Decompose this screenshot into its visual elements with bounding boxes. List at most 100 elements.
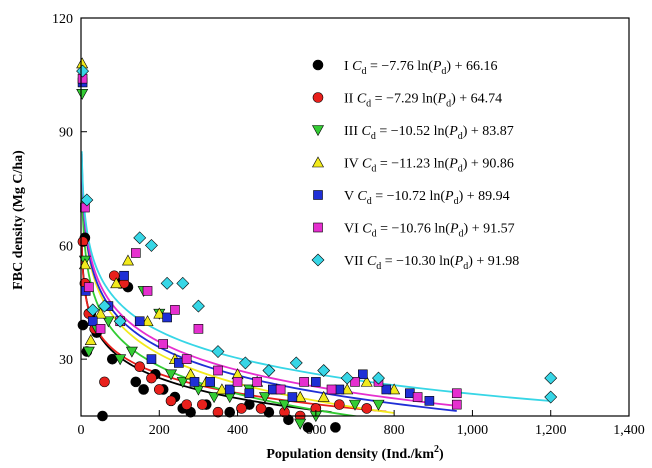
data-point	[208, 392, 221, 404]
x-tick-label: 0	[78, 423, 85, 438]
series-V	[77, 77, 435, 406]
data-point	[299, 377, 309, 387]
plot-frame	[80, 17, 630, 417]
data-point	[158, 339, 168, 349]
legend-marker-IV	[311, 156, 325, 168]
data-point	[361, 403, 373, 414]
data-point	[388, 383, 401, 395]
legend-marker-VI	[313, 222, 323, 233]
data-point	[317, 364, 331, 377]
data-point	[211, 345, 225, 358]
series-III	[76, 89, 385, 430]
data-point	[133, 231, 147, 245]
data-point	[326, 384, 337, 395]
data-point	[181, 354, 192, 364]
series-II	[77, 236, 373, 422]
data-point	[87, 316, 98, 327]
data-point	[341, 383, 354, 395]
data-point	[294, 390, 307, 402]
data-point	[170, 305, 180, 315]
data-point	[212, 406, 224, 418]
data-point	[113, 314, 127, 328]
data-point	[451, 399, 462, 410]
data-point	[238, 356, 252, 370]
data-point	[114, 354, 127, 366]
data-point	[334, 399, 345, 410]
data-point	[82, 346, 95, 358]
data-point	[372, 399, 385, 411]
x-tick-label: 800	[384, 423, 405, 438]
data-point	[372, 371, 385, 385]
data-point	[258, 392, 271, 404]
series-IV	[76, 57, 401, 402]
legend-marker-V	[313, 190, 323, 200]
x-tick-label: 200	[149, 423, 170, 438]
data-point	[340, 371, 354, 385]
data-point	[317, 390, 330, 402]
data-point	[153, 384, 165, 395]
data-point	[224, 406, 236, 418]
data-point	[125, 346, 138, 358]
data-point	[278, 399, 291, 411]
legend-marker-III	[311, 125, 325, 137]
legend-marker-VII	[311, 253, 325, 267]
x-tick-label: 400	[227, 423, 248, 438]
data-point	[348, 399, 362, 411]
x-tick-label: 1,000	[457, 423, 489, 438]
data-point	[160, 276, 174, 290]
data-point	[119, 270, 129, 281]
y-tick-label: 60	[59, 239, 73, 254]
series-VI	[77, 73, 462, 410]
data-point	[311, 377, 321, 387]
data-point	[138, 384, 149, 395]
data-point	[381, 384, 392, 395]
legend-marker-I	[312, 59, 324, 71]
data-point	[76, 64, 89, 78]
data-point	[262, 364, 276, 377]
y-tick-label: 90	[59, 126, 73, 141]
data-point	[232, 377, 243, 387]
x-axis: 0 200 400 600 800 1,000 1,200 1,400	[78, 410, 645, 438]
y-axis: 30 60 90 120	[52, 12, 87, 368]
data-point	[165, 369, 178, 381]
data-point	[294, 418, 307, 430]
data-point	[176, 377, 189, 389]
legend-entry-II: II Cd = −7.29 ln(Pd) + 64.74	[344, 92, 502, 110]
series-VII	[76, 64, 558, 404]
data-point	[275, 384, 286, 395]
data-point	[289, 356, 303, 370]
data-point	[302, 422, 314, 433]
data-point	[145, 239, 158, 252]
data-point	[244, 388, 255, 399]
y-tick-label: 120	[52, 12, 73, 27]
legend: I Cd = −7.76 ln(Pd) + 66.16 II Cd = −7.29…	[311, 59, 519, 272]
data-point	[360, 375, 373, 387]
data-point	[412, 392, 423, 402]
data-point	[80, 193, 94, 207]
data-point	[121, 254, 134, 266]
x-axis-title: Population density (Ind./km2)	[266, 444, 444, 462]
data-point	[142, 286, 153, 296]
data-point	[84, 334, 97, 345]
data-point	[146, 372, 157, 384]
data-point	[451, 388, 462, 399]
data-point	[544, 390, 558, 404]
data-point	[287, 392, 298, 402]
data-point	[358, 369, 368, 380]
legend-entry-V: V Cd = −10.72 ln(Pd) + 89.94	[344, 189, 510, 207]
data-point	[236, 403, 247, 414]
data-point	[162, 312, 172, 323]
data-points	[76, 57, 558, 433]
data-point	[197, 399, 208, 410]
y-axis-title: FBC density (Mg C/ha)	[11, 150, 26, 290]
legend-marker-II	[312, 92, 324, 103]
data-point	[141, 315, 154, 327]
legend-entry-III: III Cd = −10.52 ln(Pd) + 83.87	[344, 124, 514, 142]
data-point	[252, 377, 262, 387]
data-point	[110, 277, 123, 289]
data-point	[77, 319, 89, 331]
data-point	[94, 307, 107, 319]
data-point	[189, 377, 200, 387]
data-point	[134, 316, 145, 327]
